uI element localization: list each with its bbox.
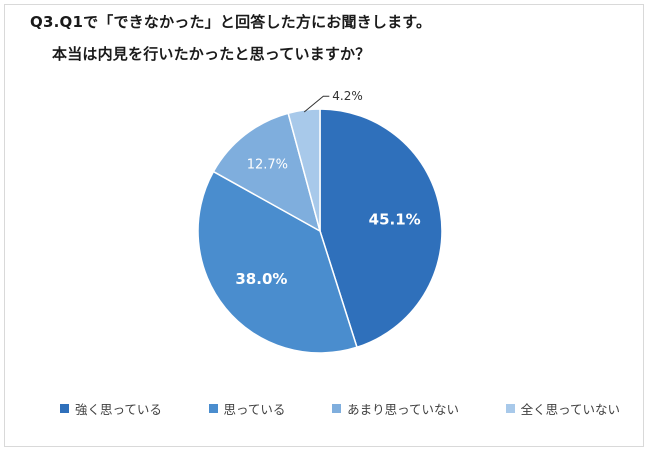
legend-item-not-think-at-all: 全く思っていない <box>505 399 620 418</box>
slice-think <box>197 170 358 354</box>
legend-swatch <box>505 403 515 413</box>
legend-item-think: 思っている <box>208 399 286 418</box>
label-not-really-think: 12.7% <box>247 158 288 173</box>
label-think: 38.0% <box>235 270 287 288</box>
legend-label: 全く思っていない <box>520 401 620 417</box>
chart-title-question: Q3.Q1で「できなかった」と回答した方にお聞きします。 <box>30 13 432 31</box>
label-not-think-at-all: 4.2% <box>332 89 363 103</box>
slice-strongly-think <box>319 108 443 349</box>
legend-item-strongly-think: 強く思っている <box>60 399 162 418</box>
pie-slices <box>197 108 443 354</box>
leader-line <box>303 95 330 113</box>
chart-title-subquestion: 本当は内見を行いたかったと思っていますか？ <box>52 45 371 63</box>
slice-not-really-think <box>212 112 322 233</box>
pie-labels: 45.1% 38.0% 12.7% 4.2% <box>235 89 420 288</box>
label-strongly-think: 45.1% <box>369 210 421 228</box>
legend-item-not-really-think: あまり思っていない <box>332 399 459 418</box>
legend-swatch <box>208 403 218 413</box>
legend-swatch <box>60 403 69 413</box>
legend-swatch <box>332 403 342 413</box>
legend-label: 思っている <box>223 401 286 417</box>
legend-label: あまり思っていない <box>347 401 459 417</box>
slice-not-think-at-all <box>287 108 321 232</box>
legend-label: 強く思っている <box>75 401 162 417</box>
chart-legend: 強く思っている 思っている あまり思っていない 全く思っていない <box>60 398 620 418</box>
